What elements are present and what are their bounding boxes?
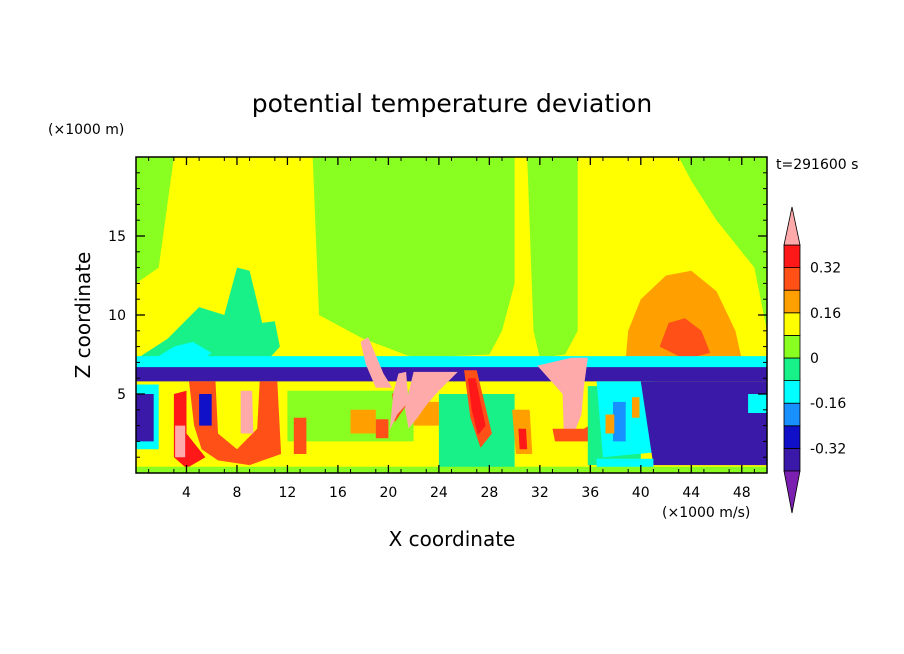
- contour-region: [613, 401, 626, 442]
- x-axis-ticks: 4 8 12 16 20 24 28 32 36 40 44 48: [148, 157, 755, 501]
- contour-region: [537, 357, 588, 434]
- colorbar-band: [783, 244, 801, 269]
- contour-region: [605, 414, 615, 434]
- x-tick-label: 12: [279, 485, 297, 501]
- contour-region: [659, 318, 711, 360]
- contour-field: [136, 157, 767, 473]
- x-tick-label: 8: [232, 485, 241, 501]
- contour-region: [312, 157, 515, 358]
- colorbar-band: [783, 447, 801, 472]
- contour-region: [632, 397, 640, 418]
- time-label: t=291600 s: [776, 157, 858, 173]
- contour-region: [293, 417, 307, 454]
- contour-region: [175, 425, 186, 458]
- colorbar: -0.32 -0.16 0 0.16 0.32: [783, 206, 846, 514]
- contour-region: [136, 394, 154, 442]
- colorbar-tick-label: 0.32: [810, 261, 841, 277]
- x-tick-label: 36: [581, 485, 599, 501]
- contour-region: [136, 267, 280, 360]
- y-tick-label: 5: [117, 387, 126, 403]
- contour-region: [375, 419, 389, 439]
- colorbar-tick-label: -0.32: [810, 441, 846, 457]
- colorbar-band: [783, 289, 801, 314]
- y-tick-label: 15: [108, 229, 126, 245]
- x-tick-label: 48: [733, 485, 751, 501]
- contour-region: [199, 394, 212, 426]
- colorbar-band: [783, 312, 801, 336]
- y-axis-label: Z coordinate: [71, 252, 95, 379]
- colorbar-band: [783, 267, 801, 291]
- contour-region: [625, 270, 742, 360]
- contour-region: [136, 157, 174, 284]
- contour-region: [518, 428, 528, 450]
- x-tick-label: 40: [632, 485, 650, 501]
- y-axis-unit: (×1000 m): [48, 122, 124, 138]
- colorbar-band: [783, 425, 801, 449]
- x-axis-unit: (×1000 m/s): [662, 505, 750, 521]
- colorbar-tick-label: 0.16: [810, 306, 841, 322]
- contour-region: [360, 337, 393, 388]
- colorbar-tick-label: -0.16: [810, 396, 846, 412]
- x-tick-label: 28: [480, 485, 498, 501]
- colorbar-band: [783, 402, 801, 427]
- contour-region: [389, 371, 409, 431]
- contour-region: [167, 381, 282, 466]
- y-tick-label: 10: [108, 308, 126, 324]
- contour-region: [552, 420, 597, 442]
- x-tick-label: 20: [379, 485, 397, 501]
- x-tick-label: 16: [329, 485, 347, 501]
- colorbar-tick-label: 0: [810, 351, 819, 367]
- y-axis-ticks: 5 10 15: [108, 172, 767, 458]
- colorbar-upper-extension: [783, 206, 801, 246]
- x-tick-label: 44: [682, 485, 700, 501]
- colorbar-band: [783, 380, 801, 404]
- contour-region: [678, 157, 767, 331]
- colorbar-lower-extension: [783, 470, 801, 514]
- chart-title: potential temperature deviation: [252, 89, 652, 118]
- x-tick-label: 32: [531, 485, 549, 501]
- colorbar-band: [783, 357, 801, 382]
- contour-region: [350, 409, 376, 434]
- contour-region: [404, 371, 458, 429]
- contour-region: [748, 394, 767, 413]
- contour-region: [527, 157, 578, 358]
- colorbar-band: [783, 334, 801, 359]
- x-tick-label: 4: [182, 485, 191, 501]
- x-axis-label: X coordinate: [389, 527, 516, 551]
- contour-region: [240, 390, 254, 434]
- contour-region: [640, 381, 767, 466]
- x-tick-label: 24: [430, 485, 448, 501]
- contour-region: [467, 378, 486, 436]
